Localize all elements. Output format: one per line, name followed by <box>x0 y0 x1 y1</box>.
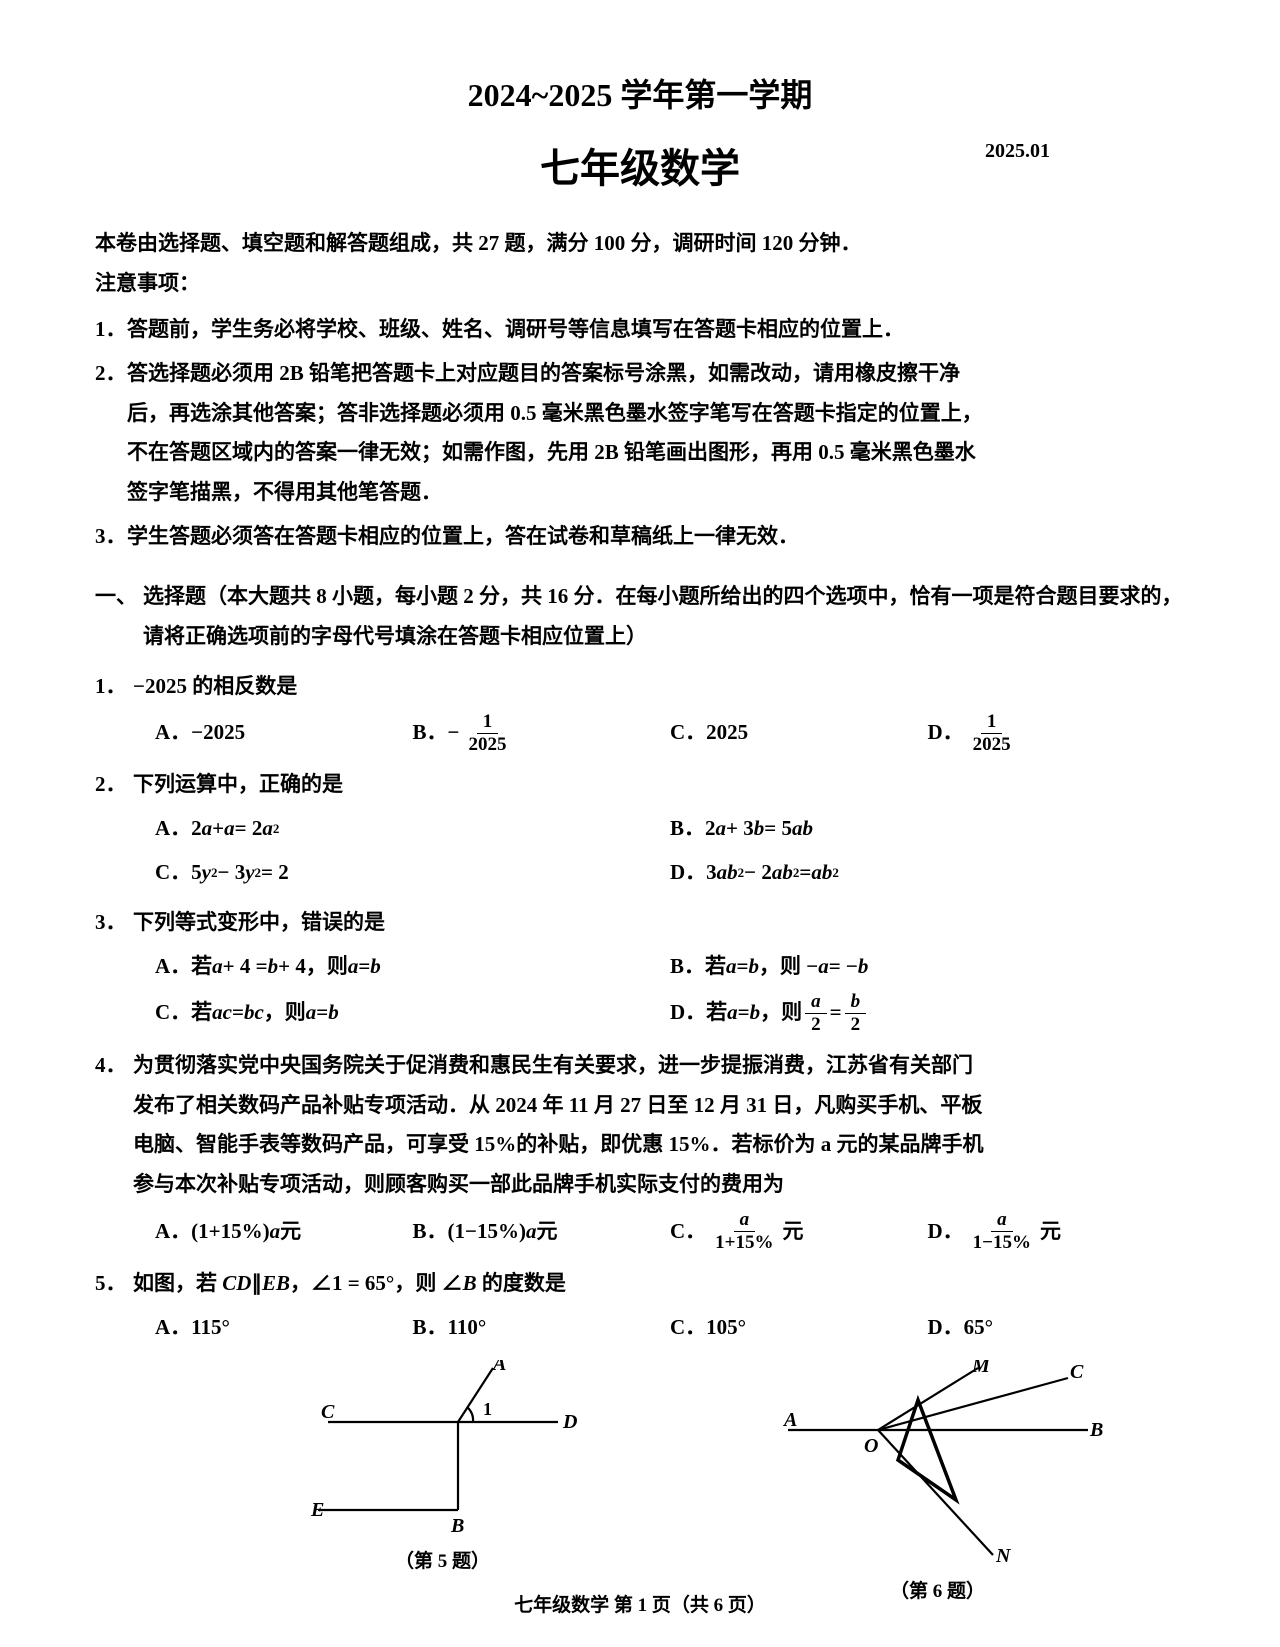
title-block: 2024~2025 学年第一学期 七年级数学 2025.01 <box>95 70 1185 194</box>
svg-text:C: C <box>321 1401 335 1423</box>
q5-opt-a: A．115° <box>155 1308 413 1348</box>
instruction-2: 2． 答选择题必须用 2B 铅笔把答题卡上对应题目的答案标号涂黑，如需改动，请用… <box>95 354 1185 514</box>
question-3: 3． 下列等式变形中，错误的是 A．若 a + 4 = b + 4，则 a = … <box>95 903 1185 1035</box>
q5-opt-c: C．105° <box>670 1308 928 1348</box>
date-label: 2025.01 <box>985 140 1050 163</box>
instructions-list: 1． 答题前，学生务必将学校、班级、姓名、调研号等信息填写在答题卡相应的位置上．… <box>95 310 1185 557</box>
q2-options-cd: C．5y2 − 3y2 = 2 D．3ab2 − 2ab2 = ab2 <box>95 853 1185 893</box>
q3-opt-d: D．若 a = b，则 a2 = b2 <box>670 991 1185 1036</box>
q3-opt-b: B．若 a = b，则 −a = −b <box>670 947 1185 987</box>
title-line-2: 七年级数学 <box>540 136 740 194</box>
q5-opt-d: D．65° <box>928 1308 1186 1348</box>
q1-opt-c: C．2025 <box>670 711 928 756</box>
figures-row: A C D E B 1 （第 5 题） A <box>95 1360 1185 1603</box>
q2-opt-a: A．2a + a = 2a2 <box>155 809 670 849</box>
q2-opt-c: C．5y2 − 3y2 = 2 <box>155 853 670 893</box>
q3-opt-c: C．若 ac = bc，则 a = b <box>155 991 670 1036</box>
instruction-num: 1． <box>95 310 127 350</box>
q1-num: 1． <box>95 667 133 707</box>
figure-6: A O B C M N （第 6 题） <box>690 1360 1185 1603</box>
q1-options: A．−2025 B．− 12025 C．2025 D． 12025 <box>95 711 1185 756</box>
q3-num: 3． <box>95 903 133 943</box>
q2-opt-d: D．3ab2 − 2ab2 = ab2 <box>670 853 1185 893</box>
section-1-head: 一、 选择题（本大题共 8 小题，每小题 2 分，共 16 分．在每小题所给出的… <box>95 577 1185 657</box>
q2-opt-b: B．2a + 3b = 5ab <box>670 809 1185 849</box>
question-2: 2． 下列运算中，正确的是 A．2a + a = 2a2 B．2a + 3b =… <box>95 765 1185 893</box>
q1-opt-a: A．−2025 <box>155 711 413 756</box>
q5-opt-b: B．110° <box>413 1308 671 1348</box>
q4-options: A．(1+15%)a 元 B．(1−15%)a 元 C．a1+15% 元 D．a… <box>95 1209 1185 1254</box>
q4-opt-c: C．a1+15% 元 <box>670 1209 928 1254</box>
q3-opt-a: A．若 a + 4 = b + 4，则 a = b <box>155 947 670 987</box>
svg-text:B: B <box>450 1515 464 1537</box>
svg-text:M: M <box>971 1360 991 1377</box>
q2-num: 2． <box>95 765 133 805</box>
svg-text:A: A <box>491 1360 506 1375</box>
q3-stem: 下列等式变形中，错误的是 <box>133 903 1185 943</box>
q4-opt-b: B．(1−15%)a 元 <box>413 1209 671 1254</box>
svg-text:D: D <box>562 1411 577 1433</box>
question-4: 4． 为贯彻落实党中央国务院关于促消费和惠民生有关要求，进一步提振消费，江苏省有… <box>95 1046 1185 1254</box>
figure-6-svg: A O B C M N <box>768 1360 1108 1570</box>
instruction-body: 答选择题必须用 2B 铅笔把答题卡上对应题目的答案标号涂黑，如需改动，请用橡皮擦… <box>127 354 1185 514</box>
intro-line-1: 本卷由选择题、填空题和解答题组成，共 27 题，满分 100 分，调研时间 12… <box>95 224 1185 264</box>
svg-text:1: 1 <box>483 1399 492 1419</box>
q2-options-ab: A．2a + a = 2a2 B．2a + 3b = 5ab <box>95 809 1185 849</box>
instruction-body: 答题前，学生务必将学校、班级、姓名、调研号等信息填写在答题卡相应的位置上． <box>127 310 1185 350</box>
instruction-num: 3． <box>95 517 127 557</box>
exam-page: 2024~2025 学年第一学期 七年级数学 2025.01 本卷由选择题、填空… <box>0 0 1280 1647</box>
q1-stem: −2025 的相反数是 <box>133 667 1185 707</box>
section-lead: 一、 <box>95 577 143 657</box>
svg-text:E: E <box>310 1499 324 1521</box>
instruction-1: 1． 答题前，学生务必将学校、班级、姓名、调研号等信息填写在答题卡相应的位置上． <box>95 310 1185 350</box>
q5-num: 5． <box>95 1264 133 1304</box>
svg-text:B: B <box>1089 1419 1103 1441</box>
svg-text:O: O <box>864 1435 878 1457</box>
page-footer: 七年级数学 第 1 页（共 6 页） <box>0 1590 1280 1617</box>
question-1: 1． −2025 的相反数是 A．−2025 B．− 12025 C．2025 … <box>95 667 1185 756</box>
svg-text:C: C <box>1070 1361 1084 1383</box>
instruction-body: 学生答题必须答在答题卡相应的位置上，答在试卷和草稿纸上一律无效． <box>127 517 1185 557</box>
q1-opt-d: D． 12025 <box>928 711 1186 756</box>
q3-options-ab: A．若 a + 4 = b + 4，则 a = b B．若 a = b，则 −a… <box>95 947 1185 987</box>
q4-stem: 为贯彻落实党中央国务院关于促消费和惠民生有关要求，进一步提振消费，江苏省有关部门… <box>133 1046 1185 1206</box>
instruction-3: 3． 学生答题必须答在答题卡相应的位置上，答在试卷和草稿纸上一律无效． <box>95 517 1185 557</box>
svg-text:A: A <box>782 1409 797 1431</box>
q1-opt-b: B．− 12025 <box>413 711 671 756</box>
figure-5-caption: （第 5 题） <box>195 1546 690 1573</box>
q4-num: 4． <box>95 1046 133 1206</box>
figure-5: A C D E B 1 （第 5 题） <box>195 1360 690 1603</box>
q4-opt-a: A．(1+15%)a 元 <box>155 1209 413 1254</box>
q4-opt-d: D．a1−15% 元 <box>928 1209 1186 1254</box>
q5-stem: 如图，若 CD∥EB，∠1 = 65°，则 ∠B 的度数是 <box>133 1264 1185 1304</box>
intro-block: 本卷由选择题、填空题和解答题组成，共 27 题，满分 100 分，调研时间 12… <box>95 224 1185 304</box>
figure-5-svg: A C D E B 1 <box>293 1360 593 1540</box>
q3-options-cd: C．若 ac = bc，则 a = b D．若 a = b，则 a2 = b2 <box>95 991 1185 1036</box>
question-5: 5． 如图，若 CD∥EB，∠1 = 65°，则 ∠B 的度数是 A．115° … <box>95 1264 1185 1348</box>
q2-stem: 下列运算中，正确的是 <box>133 765 1185 805</box>
svg-text:N: N <box>995 1545 1012 1567</box>
q5-options: A．115° B．110° C．105° D．65° <box>95 1308 1185 1348</box>
section-body: 选择题（本大题共 8 小题，每小题 2 分，共 16 分．在每小题所给出的四个选… <box>143 577 1185 657</box>
intro-line-2: 注意事项： <box>95 264 1185 304</box>
instruction-num: 2． <box>95 354 127 514</box>
title-line-1: 2024~2025 学年第一学期 <box>95 70 1185 116</box>
